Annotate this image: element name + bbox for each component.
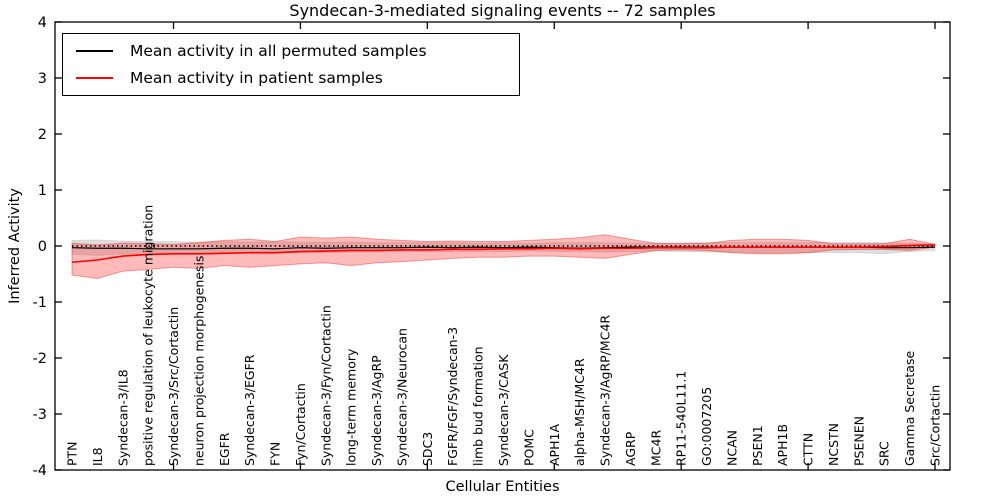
x-tick-label: Syndecan-3/AgRP <box>369 355 384 466</box>
x-tick-label: FYN <box>268 442 283 466</box>
legend: Mean activity in all permuted samples Me… <box>62 33 520 96</box>
legend-label-patient: Mean activity in patient samples <box>130 68 383 87</box>
x-tick-label: POMC <box>521 429 536 466</box>
x-tick-label: CTTN <box>801 433 816 466</box>
legend-label-permuted: Mean activity in all permuted samples <box>130 42 427 61</box>
x-tick-label: EGFR <box>217 432 232 466</box>
legend-item-permuted: Mean activity in all permuted samples <box>63 42 519 60</box>
x-tick-label: positive regulation of leukocyte migrati… <box>141 205 156 466</box>
y-tick-label: 0 <box>38 239 47 255</box>
y-tick-label: 3 <box>38 71 47 87</box>
y-tick-label: -1 <box>33 295 47 311</box>
x-tick-label: alpha-MSH/MC4R <box>572 358 587 466</box>
x-tick-label: APH1A <box>547 424 562 466</box>
x-tick-label: MC4R <box>648 430 663 466</box>
x-tick-label: AGRP <box>623 431 638 466</box>
y-tick-label: -2 <box>33 351 47 367</box>
x-tick-label: Syndecan-3/Src/Cortactin <box>166 307 181 466</box>
x-tick-label: SRC <box>877 441 892 466</box>
x-tick-label: Fyn/Cortactin <box>293 383 308 466</box>
x-axis-title: Cellular Entities <box>445 479 560 495</box>
patient-mean-line <box>71 244 936 264</box>
x-tick-label: SDC3 <box>420 432 435 466</box>
x-tick-label: limb bud formation <box>471 346 486 466</box>
x-tick-label: PTN <box>65 441 80 466</box>
chart-title: Syndecan-3-mediated signaling events -- … <box>289 1 716 20</box>
x-tick-label: NCSTN <box>826 423 841 466</box>
y-tick-label: 2 <box>38 127 47 143</box>
x-tick-label: Syndecan-3/Fyn/Cortactin <box>318 305 333 466</box>
x-tick-label: Gamma Secretase <box>902 351 917 466</box>
x-tick-label: PSENEN <box>851 416 866 466</box>
legend-line-sample-patient <box>76 76 113 79</box>
x-tick-label: GO:0007205 <box>699 387 714 466</box>
x-tick-label: Syndecan-3/Neurocan <box>394 328 409 466</box>
x-tick-label: PSEN1 <box>750 425 765 466</box>
x-tick-label: NCAN <box>724 430 739 466</box>
legend-line-sample-permuted <box>76 50 113 53</box>
y-axis-title: Inferred Activity <box>7 188 23 304</box>
y-tick-label: -3 <box>33 407 47 423</box>
x-tick-label: RP11-540L11.1 <box>674 371 689 466</box>
x-tick-label: Syndecan-3/IL8 <box>115 369 130 466</box>
x-tick-label: Syndecan-3/AgRP/MC4R <box>598 315 613 466</box>
x-tick-label: IL8 <box>90 447 105 466</box>
x-tick-label: Syndecan-3/CASK <box>496 354 511 466</box>
y-tick-label: 4 <box>38 15 47 31</box>
x-tick-label: Syndecan-3/EGFR <box>242 354 257 466</box>
x-tick-label: APH1B <box>775 424 790 466</box>
x-tick-label: neuron projection morphogenesis <box>191 255 206 466</box>
x-tick-label: long-term memory <box>344 348 359 466</box>
y-tick-label: -4 <box>33 463 47 479</box>
x-tick-label: FGFR/FGF/Syndecan-3 <box>445 327 460 466</box>
legend-item-patient: Mean activity in patient samples <box>63 69 519 87</box>
y-tick-label: 1 <box>38 183 47 199</box>
x-tick-label: Src/Cortactin <box>928 385 943 466</box>
